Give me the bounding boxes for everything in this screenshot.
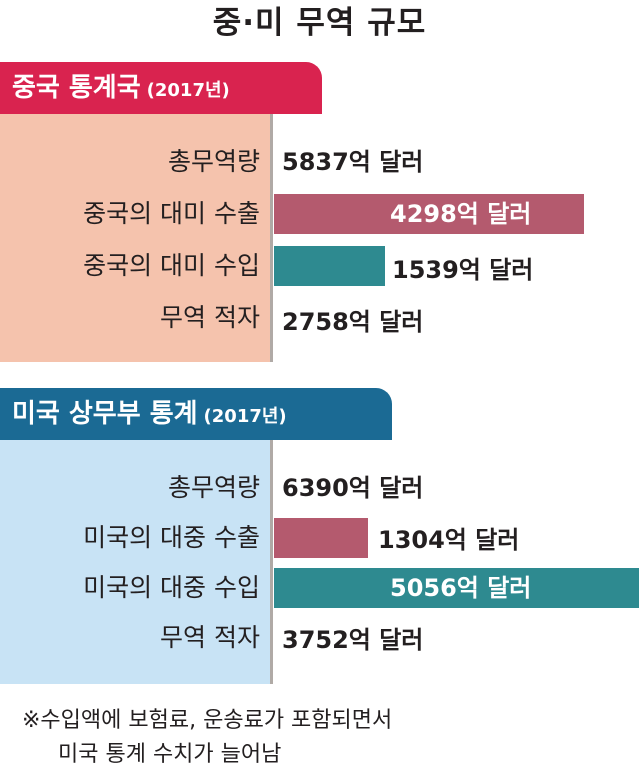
china-tab-year: (2017년) bbox=[146, 80, 230, 101]
china-panel-divider bbox=[270, 114, 273, 362]
us-panel-divider bbox=[270, 440, 273, 684]
china-tab: 중국 통계국 (2017년) bbox=[0, 62, 322, 114]
us-export-bar bbox=[274, 518, 368, 558]
value-label: 5056억 달러 bbox=[390, 574, 532, 602]
china-panel-bg bbox=[0, 114, 272, 362]
row-label: 무역 적자 bbox=[160, 303, 260, 332]
china-import-bar bbox=[274, 246, 385, 286]
value-label: 4298억 달러 bbox=[390, 200, 532, 228]
china-tab-label: 중국 통계국 bbox=[12, 73, 141, 103]
china-stats-section: 중국 통계국 (2017년) 총무역량 5837억 달러 중국의 대미 수출 42… bbox=[0, 62, 639, 362]
row-label: 무역 적자 bbox=[160, 623, 260, 652]
footnote-line-1: ※수입액에 보험료, 운송료가 포함되면서 bbox=[22, 708, 393, 733]
row-label: 중국의 대미 수출 bbox=[83, 199, 260, 228]
row-label: 미국의 대중 수입 bbox=[83, 573, 260, 602]
row-label: 총무역량 bbox=[167, 473, 260, 502]
row-label: 미국의 대중 수출 bbox=[83, 523, 260, 552]
footnote-line-2: 미국 통계 수치가 늘어남 bbox=[58, 742, 282, 767]
us-tab-year: (2017년) bbox=[203, 406, 287, 427]
row-label: 총무역량 bbox=[167, 147, 260, 176]
value-label: 2758억 달러 bbox=[282, 308, 424, 336]
value-label: 5837억 달러 bbox=[282, 148, 424, 176]
us-panel-bg bbox=[0, 440, 272, 684]
us-tab: 미국 상무부 통계 (2017년) bbox=[0, 388, 392, 440]
china-export-bar bbox=[274, 194, 584, 234]
value-label: 1304억 달러 bbox=[378, 526, 520, 554]
us-import-bar bbox=[274, 568, 639, 608]
value-label: 3752억 달러 bbox=[282, 626, 424, 654]
value-label: 6390억 달러 bbox=[282, 474, 424, 502]
value-label: 1539억 달러 bbox=[392, 256, 534, 284]
chart-title: 중·미 무역 규모 bbox=[212, 5, 427, 41]
us-tab-label: 미국 상무부 통계 bbox=[12, 399, 198, 429]
us-stats-section: 미국 상무부 통계 (2017년) 총무역량 6390억 달러 미국의 대중 수출… bbox=[0, 388, 639, 688]
row-label: 중국의 대미 수입 bbox=[83, 251, 260, 280]
